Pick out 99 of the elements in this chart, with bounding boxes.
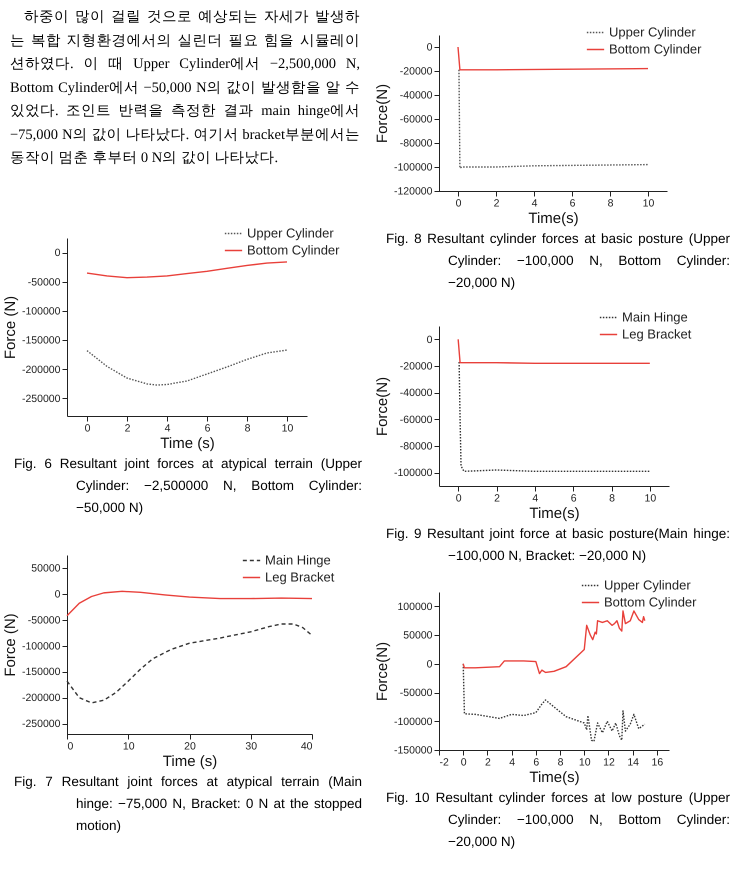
x-tick-label: 12 [603,756,615,768]
y-axis-title: Force (N) [2,296,19,360]
x-tick-label: 2 [494,492,500,504]
x-tick-label: 20 [184,740,196,752]
x-tick-label: 10 [578,756,591,768]
x-tick-label: 8 [244,422,251,434]
y-tick-label: -100000 [394,467,433,480]
y-tick-label: -150000 [394,744,433,756]
y-tick-label: 0 [54,588,61,600]
x-axis-title: Time (s) [162,753,218,770]
y-tick-label: -40000 [400,90,433,102]
x-tick-label: 10 [122,740,135,752]
caption: Fig. 8 Resultant cylinder forces at basic posture (Upper Cylinder: −100,000 N, Bottom Cylinder: −20,000 N) [386,230,730,292]
caption: Fig. 7 Resultant joint forces at atypical terrain (Main hinge: −75,000 N, Bracket: 0 N at the stopped motion) [14,773,362,835]
legend-label: Main Hinge [622,310,688,324]
x-tick-label: 0 [456,198,462,210]
y-axis-title: Force(N) [374,376,391,436]
y-axis-title: Force (N) [2,613,19,677]
y-tick-label: 0 [426,658,433,670]
line-series [66,590,313,616]
legend-label: Upper Cylinder [609,24,696,40]
y-tick-label: -100000 [22,640,61,652]
legend-label: Upper Cylinder [247,226,334,240]
x-tick-label: 14 [627,756,640,768]
x-tick-label: 10 [644,492,656,504]
legend-label: Bottom Cylinder [604,594,698,610]
y-tick-label: 100000 [397,600,433,613]
x-tick-label: 0 [460,756,467,768]
y-tick-label: -20000 [400,66,433,78]
x-tick-label: 6 [570,492,577,504]
y-tick-label: -150000 [22,666,61,678]
x-tick-label: 0 [456,492,462,504]
legend-label: Leg Bracket [622,326,692,342]
line-series [458,361,651,472]
x-tick-label: 4 [532,492,538,504]
x-tick-label: 2 [485,756,491,768]
x-tick-label: -2 [440,756,449,768]
legend-label: Leg Bracket [265,570,335,584]
x-tick-label: 40 [300,740,313,752]
x-axis-title: Time(s) [529,505,580,522]
y-tick-label: -250000 [22,392,61,405]
caption: Fig. 10 Resultant cylinder forces at low posture (Upper Cylinder: −100,000 N, Bottom Cylinder: −20,000 N) [386,789,730,851]
line-series [458,69,649,169]
y-tick-label: -100000 [22,305,61,318]
x-tick-label: 2 [124,422,131,434]
y-tick-label: -40000 [400,387,433,400]
x-tick-label: 4 [532,198,538,210]
y-tick-label: -250000 [22,718,61,730]
x-tick-label: 0 [84,422,91,434]
x-tick-label: 30 [245,740,258,752]
line-series [86,349,288,386]
caption: Fig. 6 Resultant joint forces at atypical terrain (Upper Cylinder: −2,500000 N, Bottom Cylinder: −50,000 N) [14,455,362,517]
x-axis-title: Time (s) [160,435,215,452]
y-tick-label: -50000 [28,276,61,288]
x-tick-label: 4 [164,422,171,434]
x-tick-label: 2 [494,198,500,210]
x-tick-label: 0 [68,740,74,752]
text: 하중이 많이 걸릴 것으로 예상되는 자세가 발생하는 복합 지형환경에서의 실린더 필요 힘을 시뮬레이션하였다. 이 때 Upper Cylinder에서 −2,500,000 N, Bottom Cylinder에서 −50,000 N의 값이 발생함을 알 수 있었다. 조인트 반력을 측정한 결과 main hinge에서 −75,000 N의 값이 나타났다. 여기서 bracket부분에서는 동작이 멈춘 후부터 0 N의 값이 나타났다. [10,8,360,168]
y-tick-label: -60000 [400,414,433,426]
y-tick-label: -50000 [400,687,433,700]
x-axis-title: Time(s) [528,210,579,227]
x-tick-label: 16 [652,756,664,768]
y-tick-label: 0 [426,334,433,346]
x-tick-label: 10 [642,198,654,210]
line-series [462,663,646,742]
line-series [86,261,288,278]
legend-label: Bottom Cylinder [247,242,340,258]
x-tick-label: 10 [282,422,294,434]
y-tick-label: -60000 [400,114,433,126]
x-axis-title: Time(s) [529,769,580,786]
legend-label: Upper Cylinder [604,578,692,592]
y-tick-label: -20000 [400,360,433,372]
x-tick-label: 8 [609,492,616,504]
y-tick-label: -100000 [394,162,433,174]
y-tick-label: -80000 [400,440,433,452]
legend-label: Bottom Cylinder [609,42,702,56]
y-axis-title: Force(N) [374,84,391,144]
caption: Fig. 9 Resultant joint force at basic posture(Main hinge: −100,000 N, Bracket: −20,000 N) [386,525,730,565]
y-tick-label: 0 [54,247,61,260]
y-tick-label: -200000 [22,692,61,704]
y-tick-label: -50000 [28,614,61,626]
x-tick-label: 4 [509,756,516,768]
y-tick-label: 50000 [403,630,433,642]
y-tick-label: -100000 [394,716,433,728]
line-series [66,623,313,704]
x-tick-label: 6 [533,756,540,768]
y-axis-title: Force(N) [374,642,391,702]
x-tick-label: 8 [558,756,564,768]
y-tick-label: -80000 [400,138,433,150]
y-tick-label: -150000 [22,334,61,347]
y-tick-label: -120000 [394,186,433,198]
y-tick-label: -200000 [22,364,61,376]
x-tick-label: 6 [204,422,211,434]
legend-label: Main Hinge [265,552,331,568]
line-series [462,610,646,674]
y-tick-label: 50000 [31,562,61,574]
x-tick-label: 8 [608,198,614,210]
y-tick-label: 0 [426,42,433,54]
x-tick-label: 6 [570,198,576,210]
